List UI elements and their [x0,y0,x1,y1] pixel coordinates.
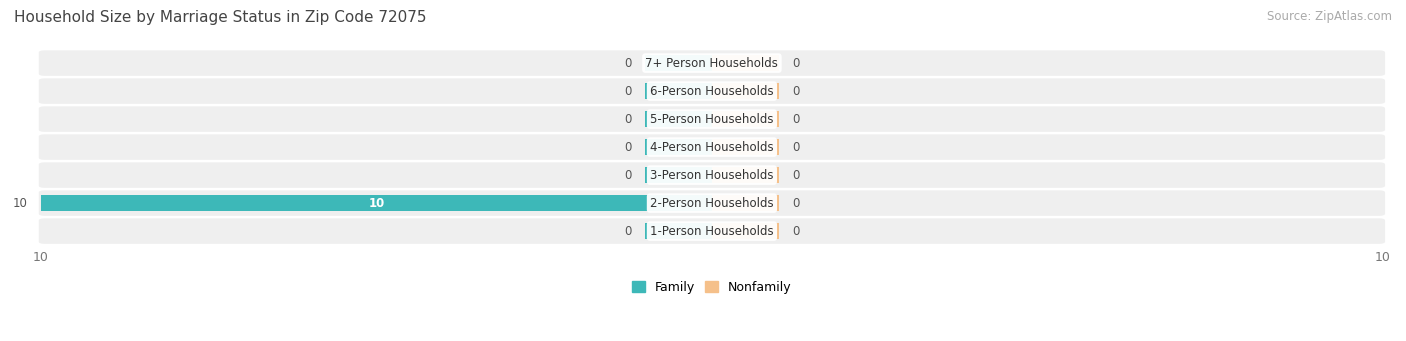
Text: 4-Person Households: 4-Person Households [650,140,773,153]
FancyBboxPatch shape [39,134,1385,160]
Text: 0: 0 [624,113,631,125]
Text: 0: 0 [624,85,631,98]
Bar [645,167,711,183]
Text: Source: ZipAtlas.com: Source: ZipAtlas.com [1267,10,1392,23]
Bar [711,111,779,127]
Bar [711,55,779,71]
Bar [711,223,779,239]
Bar [645,111,711,127]
Text: 3-Person Households: 3-Person Households [650,168,773,182]
Text: 0: 0 [793,140,800,153]
FancyBboxPatch shape [39,218,1385,244]
Bar [711,195,779,211]
Text: 0: 0 [793,197,800,210]
Text: 10: 10 [368,197,384,210]
FancyBboxPatch shape [39,106,1385,132]
Text: 0: 0 [793,113,800,125]
Bar [645,55,711,71]
Text: 0: 0 [793,225,800,238]
FancyBboxPatch shape [39,50,1385,76]
Bar [645,139,711,155]
Text: 0: 0 [793,85,800,98]
Text: 0: 0 [624,225,631,238]
Text: 0: 0 [624,57,631,70]
Bar [645,83,711,99]
Legend: Family, Nonfamily: Family, Nonfamily [633,281,792,294]
FancyBboxPatch shape [39,162,1385,188]
Text: Household Size by Marriage Status in Zip Code 72075: Household Size by Marriage Status in Zip… [14,10,426,25]
FancyBboxPatch shape [39,78,1385,104]
Bar [645,223,711,239]
Text: 0: 0 [624,168,631,182]
Text: 1-Person Households: 1-Person Households [650,225,773,238]
Text: 5-Person Households: 5-Person Households [650,113,773,125]
Text: 7+ Person Households: 7+ Person Households [645,57,779,70]
Text: 0: 0 [793,168,800,182]
Text: 6-Person Households: 6-Person Households [650,85,773,98]
Bar [711,83,779,99]
Text: 0: 0 [624,140,631,153]
Text: 2-Person Households: 2-Person Households [650,197,773,210]
Bar [41,195,711,211]
Bar [711,139,779,155]
FancyBboxPatch shape [39,190,1385,216]
Bar [711,167,779,183]
Text: 0: 0 [793,57,800,70]
Text: 10: 10 [13,197,27,210]
